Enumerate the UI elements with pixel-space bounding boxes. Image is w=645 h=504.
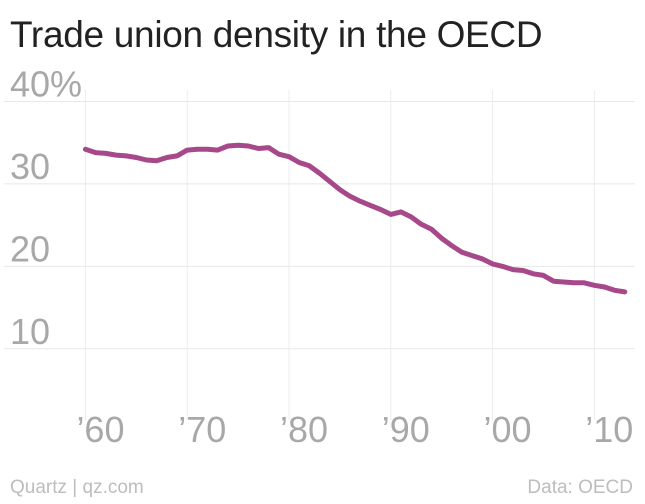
x-tick-label: ’80 xyxy=(280,409,328,450)
y-tick-label: 20 xyxy=(10,228,50,269)
x-tick-label: ’00 xyxy=(484,409,532,450)
source-credit: Quartz | qz.com xyxy=(10,477,144,498)
x-tick-label: ’70 xyxy=(178,409,226,450)
y-tick-label: 10 xyxy=(10,311,50,352)
chart-title: Trade union density in the OECD xyxy=(10,14,543,55)
data-source: Data: OECD xyxy=(527,477,633,498)
y-tick-label: 30 xyxy=(10,146,50,187)
x-axis-ticks: ’60 ’70 ’80 ’90 ’00 ’10 xyxy=(76,409,633,450)
y-tick-label: 40% xyxy=(10,63,82,104)
series-line xyxy=(82,142,628,295)
y-axis-ticks: 10 20 30 40% xyxy=(10,63,82,351)
line-chart: ’60 ’70 ’80 ’90 ’00 ’10 10 20 30 40% xyxy=(4,63,635,450)
x-tick-label: ’10 xyxy=(585,409,633,450)
gridlines xyxy=(4,90,635,420)
x-tick-label: ’90 xyxy=(382,409,430,450)
x-tick-label: ’60 xyxy=(76,409,124,450)
